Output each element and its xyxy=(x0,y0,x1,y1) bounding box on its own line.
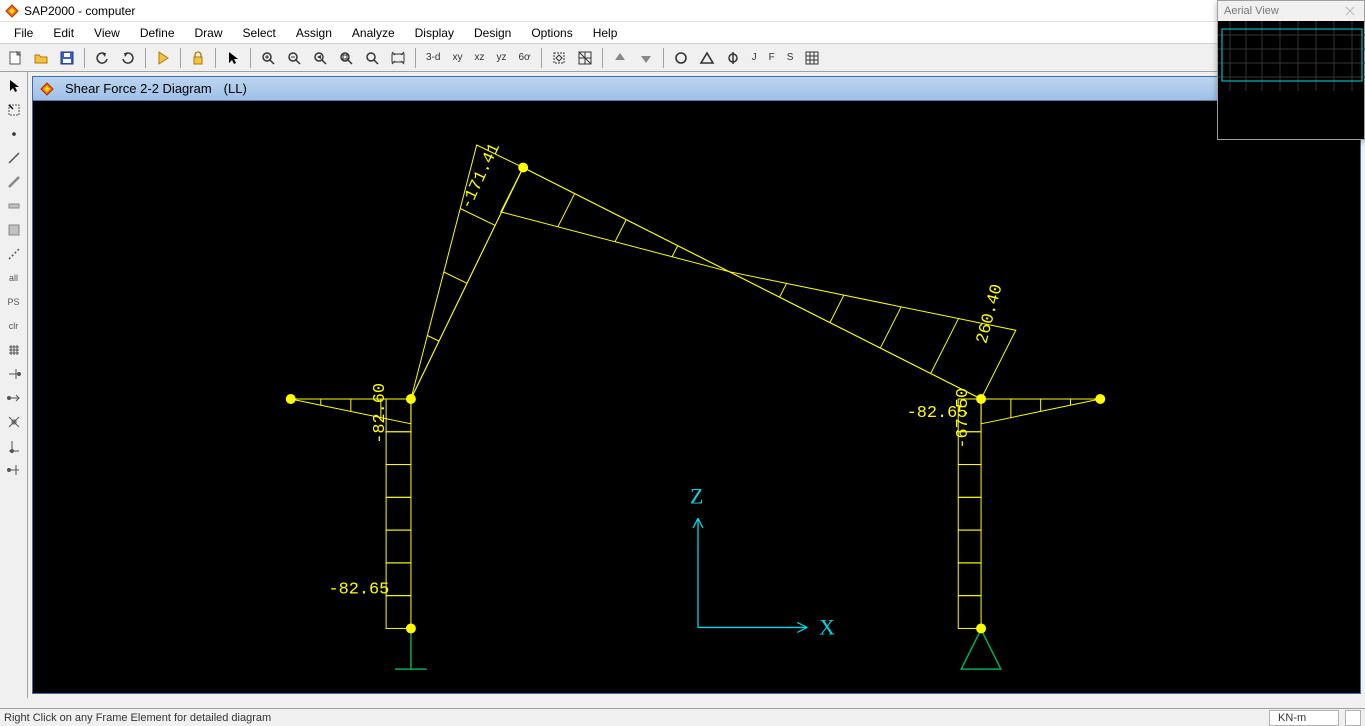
svg-text:260.40: 260.40 xyxy=(973,282,1007,346)
app-title: SAP2000 - computer xyxy=(24,4,135,18)
object-shrink-button[interactable] xyxy=(547,46,571,70)
line-tool-2-button[interactable] xyxy=(3,171,25,193)
zoom-extents-button[interactable] xyxy=(334,46,358,70)
snap-line-button[interactable] xyxy=(3,459,25,481)
menu-file[interactable]: File xyxy=(4,24,43,42)
3-d-button[interactable]: 3-d xyxy=(421,46,445,70)
s-mode-button[interactable]: S xyxy=(782,46,799,70)
left-toolbar: allPSclr xyxy=(0,72,28,698)
open-button[interactable] xyxy=(29,46,53,70)
line-tool-1-button[interactable] xyxy=(3,147,25,169)
menu-design[interactable]: Design xyxy=(464,24,521,42)
f-mode-button[interactable]: F xyxy=(764,46,780,70)
menu-define[interactable]: Define xyxy=(130,24,185,42)
circle-mode-button[interactable] xyxy=(669,46,693,70)
show-grid-button[interactable] xyxy=(573,46,597,70)
svg-text:-67.50: -67.50 xyxy=(954,388,973,449)
menu-analyze[interactable]: Analyze xyxy=(342,24,405,42)
triangle-mode-button[interactable] xyxy=(695,46,719,70)
menu-bar: FileEditViewDefineDrawSelectAssignAnalyz… xyxy=(0,22,1365,44)
undo-button[interactable] xyxy=(90,46,114,70)
snap-end-button[interactable] xyxy=(3,363,25,385)
set-view-button[interactable]: 6ơ xyxy=(513,46,535,70)
status-extra[interactable] xyxy=(1345,710,1361,726)
menu-display[interactable]: Display xyxy=(405,24,464,42)
zoom-in-button[interactable] xyxy=(256,46,280,70)
rubber-band-button[interactable] xyxy=(3,99,25,121)
grid-mode-button[interactable] xyxy=(800,46,824,70)
redo-button[interactable] xyxy=(116,46,140,70)
svg-text:X: X xyxy=(819,615,835,639)
status-units[interactable]: KN-m xyxy=(1269,710,1339,726)
grid-tool-button[interactable] xyxy=(3,339,25,361)
canvas[interactable]: XZ-171.41260.40-82.65-82.65-82.60-67.50 xyxy=(33,101,1360,693)
svg-text:-171.41: -171.41 xyxy=(458,141,505,213)
title-bar: SAP2000 - computer xyxy=(0,0,1365,22)
aerial-close-button[interactable] xyxy=(1342,3,1358,19)
viewport-title: Shear Force 2-2 Diagram xyxy=(65,81,212,96)
ps-tool-button[interactable]: PS xyxy=(3,291,25,313)
zoom-out-button[interactable] xyxy=(282,46,306,70)
zoom-window-button[interactable] xyxy=(360,46,384,70)
down-button[interactable] xyxy=(634,46,658,70)
top-toolbar: 3-dxyxzyz6ơ JFS xyxy=(0,44,1365,72)
line-tool-5-button[interactable] xyxy=(3,243,25,265)
menu-edit[interactable]: Edit xyxy=(43,24,84,42)
all-tool-button[interactable]: all xyxy=(3,267,25,289)
menu-assign[interactable]: Assign xyxy=(286,24,342,42)
dot-tool-button[interactable] xyxy=(3,123,25,145)
svg-text:Z: Z xyxy=(690,484,703,508)
zoom-prev-button[interactable] xyxy=(308,46,332,70)
menu-draw[interactable]: Draw xyxy=(185,24,233,42)
units-text: KN-m xyxy=(1278,712,1306,724)
line-tool-3-button[interactable] xyxy=(3,195,25,217)
viewport-container: Shear Force 2-2 Diagram (LL) X Z -171.41 26… xyxy=(28,72,1365,698)
sap2000-icon xyxy=(39,81,55,97)
line-tool-4-button[interactable] xyxy=(3,219,25,241)
aerial-title-bar[interactable]: Aerial View xyxy=(1218,1,1364,21)
snap-int-button[interactable] xyxy=(3,411,25,433)
yz-button[interactable]: yz xyxy=(491,46,511,70)
menu-help[interactable]: Help xyxy=(583,24,628,42)
snap-mid-button[interactable] xyxy=(3,387,25,409)
save-button[interactable] xyxy=(55,46,79,70)
clr-tool-button[interactable]: clr xyxy=(3,315,25,337)
new-button[interactable] xyxy=(3,46,27,70)
lock-button[interactable] xyxy=(186,46,210,70)
snap-perp-button[interactable] xyxy=(3,435,25,457)
xz-button[interactable]: xz xyxy=(469,46,489,70)
status-bar: Right Click on any Frame Element for det… xyxy=(0,708,1365,726)
svg-text:-82.65: -82.65 xyxy=(328,581,389,600)
xy-button[interactable]: xy xyxy=(447,46,467,70)
status-hint: Right Click on any Frame Element for det… xyxy=(4,712,271,724)
sap2000-icon xyxy=(4,3,20,19)
viewport-title-suffix: (LL) xyxy=(224,81,247,96)
aerial-title-text: Aerial View xyxy=(1224,5,1279,17)
svg-text:-82.60: -82.60 xyxy=(371,383,390,444)
up-button[interactable] xyxy=(608,46,632,70)
menu-select[interactable]: Select xyxy=(233,24,286,42)
run-analysis-button[interactable] xyxy=(151,46,175,70)
aerial-view-window[interactable]: Aerial View xyxy=(1217,0,1365,140)
pointer-button[interactable] xyxy=(221,46,245,70)
aerial-body xyxy=(1218,21,1364,139)
viewport-title-bar[interactable]: Shear Force 2-2 Diagram (LL) xyxy=(33,77,1360,101)
viewport-border: Shear Force 2-2 Diagram (LL) X Z -171.41 26… xyxy=(32,76,1361,694)
menu-view[interactable]: View xyxy=(84,24,130,42)
menu-options[interactable]: Options xyxy=(521,24,582,42)
j-mode-button[interactable]: J xyxy=(747,46,762,70)
select-pointer-button[interactable] xyxy=(3,75,25,97)
phi-mode-button[interactable] xyxy=(721,46,745,70)
pan-button[interactable] xyxy=(386,46,410,70)
